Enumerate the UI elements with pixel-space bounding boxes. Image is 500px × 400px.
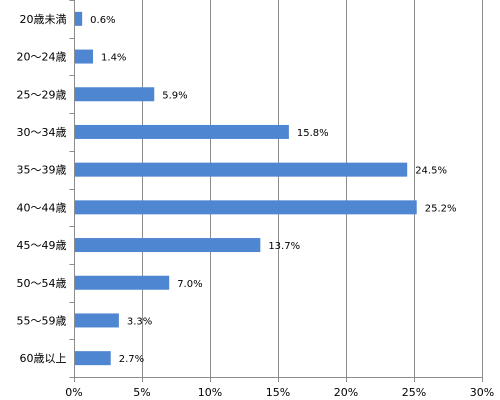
bar-2 xyxy=(74,87,155,102)
labels: 20歳未満 20～24歳 25～29歳 30～34歳 35～39歳 40～44歳 45～49… xyxy=(17,13,495,399)
bars xyxy=(74,11,417,366)
bar-0 xyxy=(74,11,83,26)
bar-7 xyxy=(74,275,170,290)
category-label-4: 35～39歳 xyxy=(17,164,67,177)
x-tick-label-5: 25% xyxy=(402,386,426,399)
bar-6 xyxy=(74,238,261,253)
data-label-5: 25.2% xyxy=(425,203,457,214)
data-label-7: 7.0% xyxy=(177,279,202,290)
data-label-4: 24.5% xyxy=(415,166,447,177)
x-tick-label-0: 0% xyxy=(65,386,82,399)
category-label-0: 20歳未満 xyxy=(20,13,67,26)
x-tick-label-3: 15% xyxy=(266,386,290,399)
bar-1 xyxy=(74,49,94,64)
category-label-6: 45～49歳 xyxy=(17,239,67,252)
data-label-6: 13.7% xyxy=(268,241,300,252)
data-label-1: 1.4% xyxy=(101,53,126,64)
x-tick-label-4: 20% xyxy=(334,386,358,399)
gridlines xyxy=(142,0,483,377)
category-label-3: 30～34歳 xyxy=(17,126,67,139)
bar-8 xyxy=(74,313,119,328)
data-label-9: 2.7% xyxy=(119,354,144,365)
data-label-2: 5.9% xyxy=(162,90,187,101)
x-tick-label-6: 30% xyxy=(470,386,494,399)
data-label-8: 3.3% xyxy=(127,316,152,327)
data-label-3: 15.8% xyxy=(297,128,329,139)
x-tick-label-1: 5% xyxy=(133,386,150,399)
category-label-2: 25～29歳 xyxy=(17,88,67,101)
bar-5 xyxy=(74,200,417,215)
bar-9 xyxy=(74,351,111,366)
x-tick-label-2: 10% xyxy=(198,386,222,399)
category-label-5: 40～44歳 xyxy=(17,201,67,214)
category-label-7: 50～54歳 xyxy=(17,277,67,290)
category-label-8: 55～59歳 xyxy=(17,314,67,327)
axes xyxy=(69,0,483,382)
category-label-1: 20～24歳 xyxy=(17,51,67,64)
bar-3 xyxy=(74,124,289,139)
bar-4 xyxy=(74,162,408,177)
data-label-0: 0.6% xyxy=(90,15,115,26)
category-label-9: 60歳以上 xyxy=(20,352,67,365)
